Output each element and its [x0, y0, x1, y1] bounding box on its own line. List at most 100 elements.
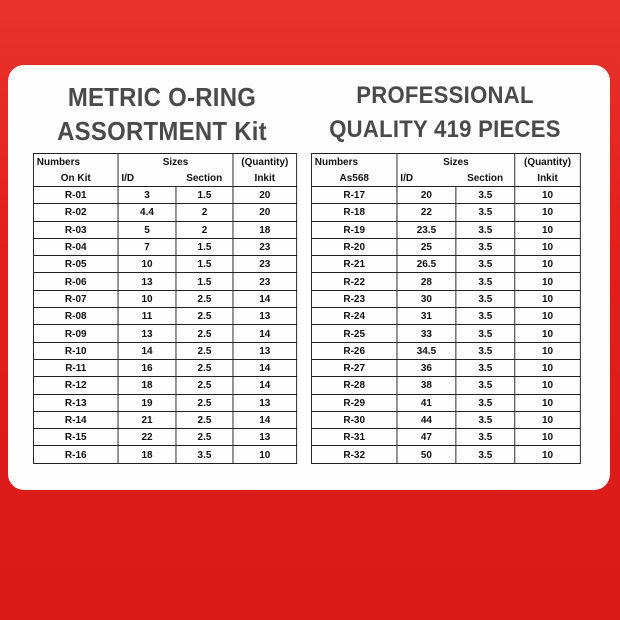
kit-number-cell: R-21 [311, 255, 398, 274]
kit-number-cell: R-12 [32, 376, 119, 395]
section-cell: 3.5 [455, 185, 516, 205]
quantity-cell: 23 [232, 272, 298, 291]
table-row: R-23 30 3.5 10 [311, 289, 581, 309]
quantity-cell: 10 [514, 220, 581, 239]
quantity-cell: 10 [514, 185, 581, 205]
section-cell: 3.5 [175, 445, 234, 464]
section-cell: 3.5 [455, 358, 516, 378]
kit-number-cell: R-05 [32, 255, 119, 274]
quantity-cell: 10 [514, 203, 581, 222]
inner-diameter-cell: 33 [396, 324, 457, 343]
quantity-cell: 10 [514, 237, 581, 257]
quantity-cell: 10 [232, 445, 298, 464]
inner-diameter-cell: 23.5 [396, 220, 457, 239]
quantity-cell: 10 [514, 376, 581, 395]
kit-number-cell: R-16 [32, 445, 119, 464]
section-cell: 2.5 [175, 358, 234, 378]
kit-number-cell: R-10 [32, 341, 119, 360]
section-cell: 2.5 [175, 393, 234, 412]
section-cell: 2.5 [175, 428, 234, 447]
kit-number-cell: R-02 [32, 203, 119, 222]
section-cell: 3.5 [455, 410, 516, 430]
quantity-cell: 10 [514, 393, 581, 412]
numbers-header: Numbers [32, 153, 119, 170]
inner-diameter-cell: 31 [396, 307, 457, 326]
kit-number-cell: R-30 [311, 410, 398, 430]
table-row: R-01 3 1.5 20 [32, 185, 298, 205]
table-row: R-22 28 3.5 10 [311, 272, 581, 291]
inner-diameter-cell: 18 [117, 445, 177, 464]
quantity-cell: 23 [232, 255, 298, 274]
quantity-cell: 20 [232, 185, 298, 205]
quantity-cell: 23 [232, 237, 298, 257]
section-cell: 3.5 [455, 289, 516, 309]
section-cell: 3.5 [455, 376, 516, 395]
quantity-cell: 10 [514, 445, 581, 464]
quantity-cell: 14 [232, 358, 298, 378]
section-cell: 2.5 [175, 341, 234, 360]
left-title-line2: ASSORTMENT Kit [57, 116, 267, 146]
kit-number-cell: R-03 [32, 220, 119, 239]
table-row: R-09 13 2.5 14 [32, 324, 298, 343]
quantity-header: (Quantity) [514, 153, 581, 170]
kit-number-cell: R-23 [311, 289, 398, 309]
section-cell: 1.5 [175, 272, 234, 291]
kit-number-cell: R-22 [311, 272, 398, 291]
section-cell: 3.5 [455, 237, 516, 257]
inner-diameter-cell: 34.5 [396, 341, 457, 360]
table-row: R-05 10 1.5 23 [32, 255, 298, 274]
section-cell: 2.5 [175, 376, 234, 395]
table-row: R-31 47 3.5 10 [311, 428, 581, 447]
quantity-cell: 10 [514, 272, 581, 291]
kit-number-cell: R-09 [32, 324, 119, 343]
id-header: I/D [117, 170, 176, 187]
section-cell: 2.5 [175, 307, 234, 326]
table-row: R-02 4.4 2 20 [32, 203, 298, 222]
section-cell: 3.5 [455, 428, 516, 447]
kit-number-cell: R-29 [311, 393, 398, 412]
right-title-line2: QUALITY 419 PIECES [329, 116, 561, 143]
inner-diameter-cell: 7 [117, 237, 177, 257]
kit-number-cell: R-28 [311, 376, 398, 395]
quantity-cell: 10 [514, 358, 581, 378]
quantity-cell: 18 [232, 220, 298, 239]
section-cell: 1.5 [175, 255, 234, 274]
kit-number-cell: R-04 [32, 237, 119, 257]
section-cell: 2.5 [175, 289, 234, 309]
inner-diameter-cell: 36 [396, 358, 457, 378]
table-row: R-13 19 2.5 13 [32, 393, 298, 412]
kit-number-cell: R-32 [311, 445, 398, 464]
inner-diameter-cell: 26.5 [396, 255, 457, 274]
inner-diameter-cell: 13 [117, 324, 177, 343]
numbers-subheader: On Kit [32, 170, 119, 187]
table-row: R-19 23.5 3.5 10 [311, 220, 581, 239]
inner-diameter-cell: 50 [396, 445, 457, 464]
section-cell: 3.5 [455, 393, 516, 412]
quantity-cell: 14 [232, 289, 298, 309]
table-row: R-25 33 3.5 10 [311, 324, 581, 343]
section-cell: 1.5 [175, 237, 234, 257]
quantity-header: (Quantity) [232, 153, 298, 170]
section-cell: 3.5 [455, 341, 516, 360]
table-row: R-03 5 2 18 [32, 220, 298, 239]
kit-number-cell: R-07 [32, 289, 119, 309]
quantity-subheader: Inkit [232, 170, 298, 187]
inner-diameter-cell: 3 [117, 185, 177, 205]
inner-diameter-cell: 21 [117, 410, 177, 430]
quantity-cell: 13 [232, 341, 298, 360]
inner-diameter-cell: 13 [117, 272, 177, 291]
quantity-cell: 10 [514, 410, 581, 430]
table-row: R-21 26.5 3.5 10 [311, 255, 581, 274]
quantity-cell: 10 [514, 307, 581, 326]
kit-number-cell: R-11 [32, 358, 119, 378]
section-cell: 3.5 [455, 220, 516, 239]
inner-diameter-cell: 25 [396, 237, 457, 257]
section-header: Section [175, 170, 234, 187]
quantity-cell: 14 [232, 324, 298, 343]
kit-number-cell: R-06 [32, 272, 119, 291]
section-cell: 3.5 [455, 324, 516, 343]
table-row: R-15 22 2.5 13 [32, 428, 298, 447]
section-cell: 3.5 [455, 272, 516, 291]
table-row: R-07 10 2.5 14 [32, 289, 298, 309]
quantity-cell: 20 [232, 203, 298, 222]
